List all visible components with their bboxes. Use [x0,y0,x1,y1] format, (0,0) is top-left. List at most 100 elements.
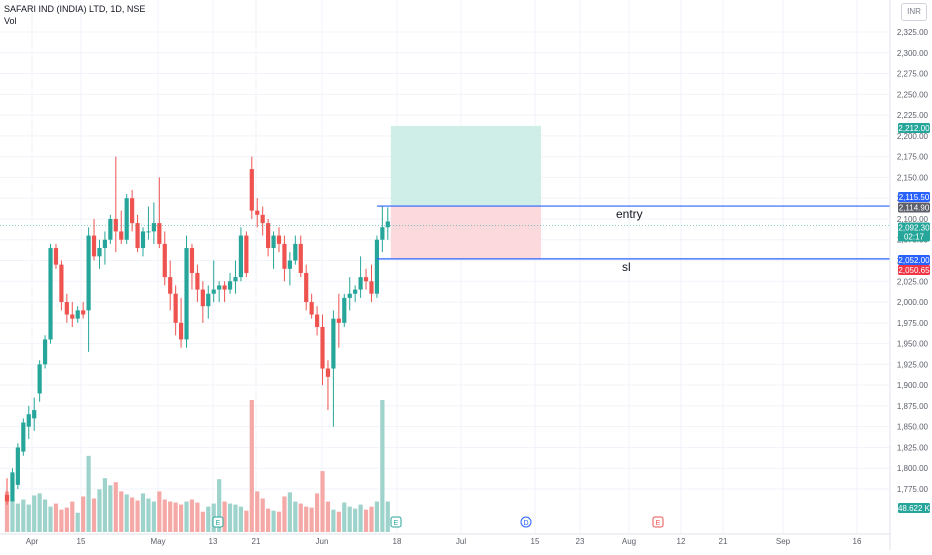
candle-body [233,277,238,282]
volume-bar [59,509,64,532]
candle-body [4,494,10,502]
volume-bar [64,507,69,532]
candle-body [314,314,320,327]
low-tag: 2,050.65 [898,265,930,275]
candle-body [91,235,97,257]
candle-body [380,227,385,240]
low-tag-bg [898,265,930,275]
candle [195,264,200,303]
position-zones[interactable] [390,125,541,259]
candle [97,239,102,269]
candle-body [21,422,26,452]
time-tick-label: Jul [456,537,466,546]
candle-body [124,198,129,240]
event-marker[interactable]: E [390,516,402,528]
volume-bar [157,491,162,532]
candle [260,206,265,236]
candle [26,405,31,440]
candle-body [108,218,113,240]
price-tick-label: 1,875.00 [897,402,929,411]
candle [298,235,303,278]
volume-bar [233,504,238,532]
candle-body [15,447,20,485]
candle-body [48,248,53,340]
candle-body [374,239,380,294]
candle [102,231,108,265]
time-tick-label: Jun [316,537,329,546]
candle [271,231,276,269]
target-tag-text: 2,212.00 [898,124,930,133]
candle-body [70,314,75,319]
event-label: E [216,520,221,527]
price-tick-label: 2,275.00 [897,70,929,79]
candle-body [119,231,124,240]
candle [342,293,347,327]
volume-bar [266,508,271,532]
candle [53,243,59,269]
candle-body [211,289,216,294]
candle [363,268,369,290]
volume-bar [287,492,292,532]
volume-bar [10,501,15,532]
candle-body [42,339,48,365]
candle-body [331,318,336,369]
candle-body [102,239,108,249]
volume-bar [189,499,195,532]
currency-selector[interactable]: INR [901,3,927,21]
price-tick-label: 1,900.00 [897,381,929,390]
candle-body [113,218,118,232]
volume-bar [91,498,97,532]
price-tick-label: 1,950.00 [897,340,929,349]
entry-tag-text: 2,115.50 [899,193,930,202]
candle-body [249,169,254,211]
candle-body [369,281,374,294]
time-axis[interactable]: Apr 15 May 13 21 Jun 18 Jul 15 23 Aug 12 21 Sep 16 [26,537,862,546]
event-marker[interactable]: E [212,516,224,528]
candle [21,418,26,456]
entry-tag: 2,115.50 [898,192,930,202]
candle-body [347,293,352,298]
candle [37,360,42,402]
volume-bar [320,471,325,532]
volume-bar [227,503,233,532]
volume-bar [97,489,102,532]
volume-bar [353,508,358,532]
candle [255,198,260,228]
candle-body [222,285,227,290]
volume-bar [374,501,380,532]
candle-body [276,235,282,244]
event-label: E [656,520,661,527]
candle-body [238,235,244,278]
level-lines: entry sl [0,205,890,274]
stop-tag: 2,052.00 [898,255,930,265]
candle-body [298,243,303,273]
event-marker[interactable]: E [652,516,664,528]
entry-tag-bg [898,192,930,202]
candle [353,285,358,303]
target-tag: 2,212.00 [898,123,930,133]
price-tick-label: 1,800.00 [897,464,929,473]
candle [42,335,48,369]
candle [162,231,167,286]
candle-body [325,368,331,377]
candle [140,227,146,257]
volume-bar [380,400,385,532]
volume-bar [358,504,363,532]
volume-bar [347,506,352,532]
event-label: D [523,520,528,527]
event-marker[interactable]: D [520,516,532,528]
candle [173,285,178,336]
volume-bar [331,509,336,532]
volume-bar [32,495,37,532]
candle [146,206,151,240]
candle-body [287,260,292,269]
volume-bar [162,499,167,532]
candle [124,194,129,244]
volume-bar [369,506,374,532]
volume-bar [124,494,129,532]
candle-body [162,243,167,278]
candle [238,227,244,282]
